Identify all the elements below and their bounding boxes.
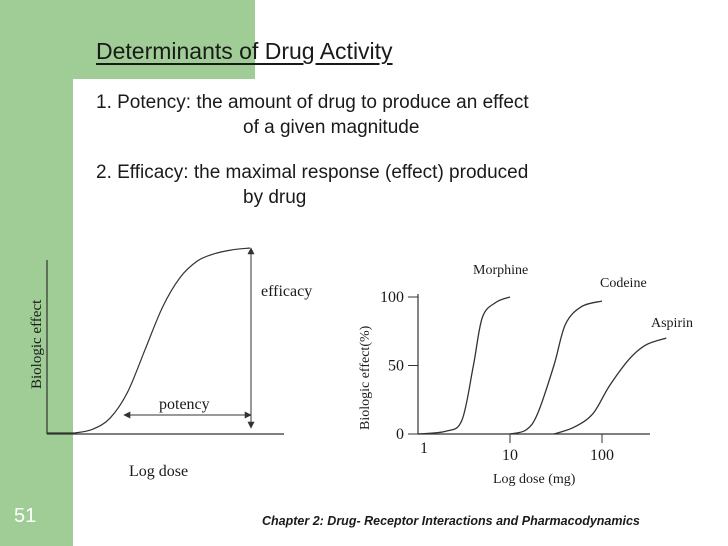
dose-response-chart: efficacy potency Log dose Biologic effec…: [29, 247, 312, 480]
series-aspirin-curve: [553, 337, 667, 435]
chart2-y-label: Biologic effect(%): [358, 325, 373, 430]
bullet-potency-line2: of a given magnitude: [243, 117, 420, 138]
chart2-x-label: Log dose (mg): [493, 472, 576, 487]
series-aspirin-label: Aspirin: [651, 316, 693, 331]
bullet-potency-line1: 1. Potency: the amount of drug to produc…: [96, 92, 529, 113]
chart1-x-label: Log dose: [129, 463, 188, 480]
opioid-comparison-chart: 0 50 100 1 10 100 Morphine Codeine Aspirin Log …: [358, 263, 693, 487]
sidebar-accent-band: [0, 0, 73, 546]
potency-label: potency: [159, 396, 210, 413]
bullet-efficacy-line2: by drug: [243, 187, 307, 208]
chart2-x-tick-label: 100: [590, 447, 614, 464]
bullet-potency: 1. Potency: the amount of drug to produc…: [96, 90, 529, 140]
chart2-y-tick-label: 50: [388, 358, 404, 375]
bullet-efficacy: 2. Efficacy: the maximal response (effec…: [96, 160, 528, 210]
series-codeine-label: Codeine: [600, 276, 647, 291]
slide-number: 51: [14, 505, 37, 527]
series-codeine-curve: [509, 300, 603, 435]
chart1-curve: [47, 247, 251, 434]
chart1-y-label: Biologic effect: [29, 299, 45, 389]
series-morphine-label: Morphine: [473, 263, 528, 278]
bullet-efficacy-line1: 2. Efficacy: the maximal response (effec…: [96, 162, 529, 183]
chart2-x-tick-label: 1: [420, 440, 428, 457]
chart2-x-tick-label: 10: [502, 447, 518, 464]
slide-title: Determinants of Drug Activity: [96, 38, 393, 64]
chart2-y-tick-label: 100: [380, 289, 404, 306]
chapter-footer: Chapter 2: Drug- Receptor Interactions a…: [262, 514, 640, 528]
efficacy-label: efficacy: [261, 283, 312, 300]
chart2-y-tick-label: 0: [396, 426, 404, 443]
series-morphine-curve: [417, 296, 511, 435]
